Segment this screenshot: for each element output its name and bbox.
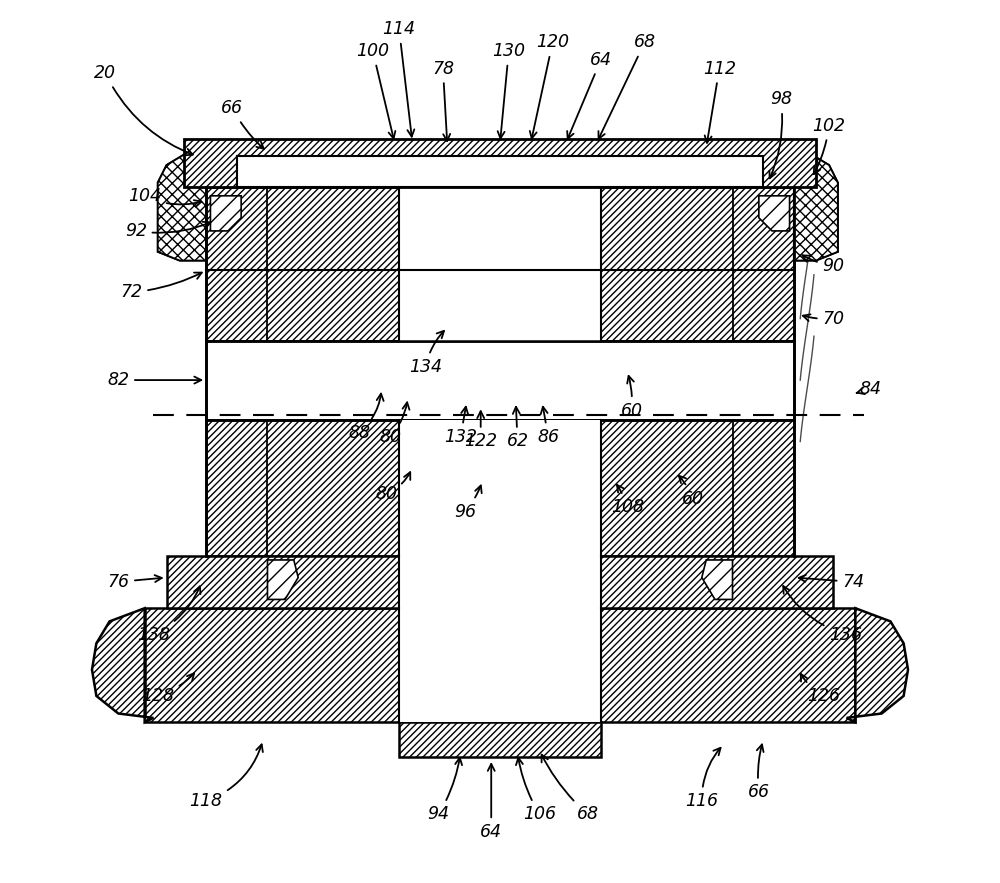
Text: 114: 114	[383, 20, 416, 137]
Text: 122: 122	[464, 411, 497, 450]
Text: 86: 86	[537, 407, 559, 446]
Bar	[237, 156, 763, 187]
Bar	[206, 341, 794, 419]
Text: 68: 68	[598, 34, 656, 139]
Text: 76: 76	[107, 573, 162, 591]
Text: 70: 70	[803, 310, 844, 328]
Text: 84: 84	[857, 380, 882, 398]
Text: 60: 60	[679, 476, 704, 508]
Text: 108: 108	[611, 485, 644, 517]
Bar	[399, 187, 601, 341]
Polygon shape	[92, 608, 153, 722]
Text: 72: 72	[120, 273, 202, 301]
Text: 102: 102	[813, 117, 846, 174]
Text: 80: 80	[379, 403, 409, 446]
Text: 130: 130	[492, 42, 525, 139]
Text: 106: 106	[516, 758, 556, 824]
Text: 94: 94	[428, 758, 462, 824]
Bar	[167, 555, 833, 608]
Text: 136: 136	[783, 586, 862, 644]
Polygon shape	[702, 560, 733, 600]
Text: 90: 90	[802, 255, 844, 275]
Bar	[399, 722, 601, 758]
Text: 92: 92	[125, 222, 210, 240]
Polygon shape	[267, 560, 298, 600]
Polygon shape	[158, 152, 206, 260]
Text: 78: 78	[432, 59, 454, 141]
Polygon shape	[759, 196, 790, 231]
Text: 100: 100	[356, 42, 395, 139]
Polygon shape	[794, 152, 838, 260]
Polygon shape	[794, 152, 838, 260]
Bar	[206, 419, 794, 555]
Polygon shape	[210, 196, 241, 231]
Bar	[184, 139, 816, 187]
Text: 88: 88	[349, 394, 384, 442]
Polygon shape	[158, 152, 206, 260]
Text: 64: 64	[567, 51, 612, 139]
Text: 118: 118	[190, 744, 263, 811]
Text: 62: 62	[507, 407, 529, 450]
Text: 68: 68	[542, 755, 599, 824]
Text: 66: 66	[221, 99, 264, 149]
Text: 80: 80	[375, 472, 410, 503]
Polygon shape	[847, 608, 908, 722]
Text: 104: 104	[128, 187, 201, 207]
Text: 138: 138	[137, 586, 200, 644]
Bar	[206, 187, 794, 341]
Text: 66: 66	[748, 744, 770, 802]
Text: 128: 128	[141, 673, 194, 705]
Text: 74: 74	[799, 573, 864, 591]
Text: 98: 98	[769, 90, 792, 178]
Text: 82: 82	[107, 371, 201, 389]
Bar	[399, 608, 601, 722]
Text: 134: 134	[409, 331, 444, 376]
Text: 20: 20	[94, 64, 193, 155]
Text: 132: 132	[444, 407, 477, 446]
Bar	[145, 608, 855, 722]
Bar	[399, 419, 601, 555]
Bar	[399, 555, 601, 608]
Text: 64: 64	[480, 764, 502, 841]
Text: 112: 112	[703, 59, 736, 143]
Text: 60: 60	[621, 376, 643, 419]
Text: 120: 120	[530, 34, 569, 139]
Text: 116: 116	[685, 748, 721, 811]
Text: 96: 96	[454, 486, 482, 521]
Text: 126: 126	[801, 674, 840, 705]
